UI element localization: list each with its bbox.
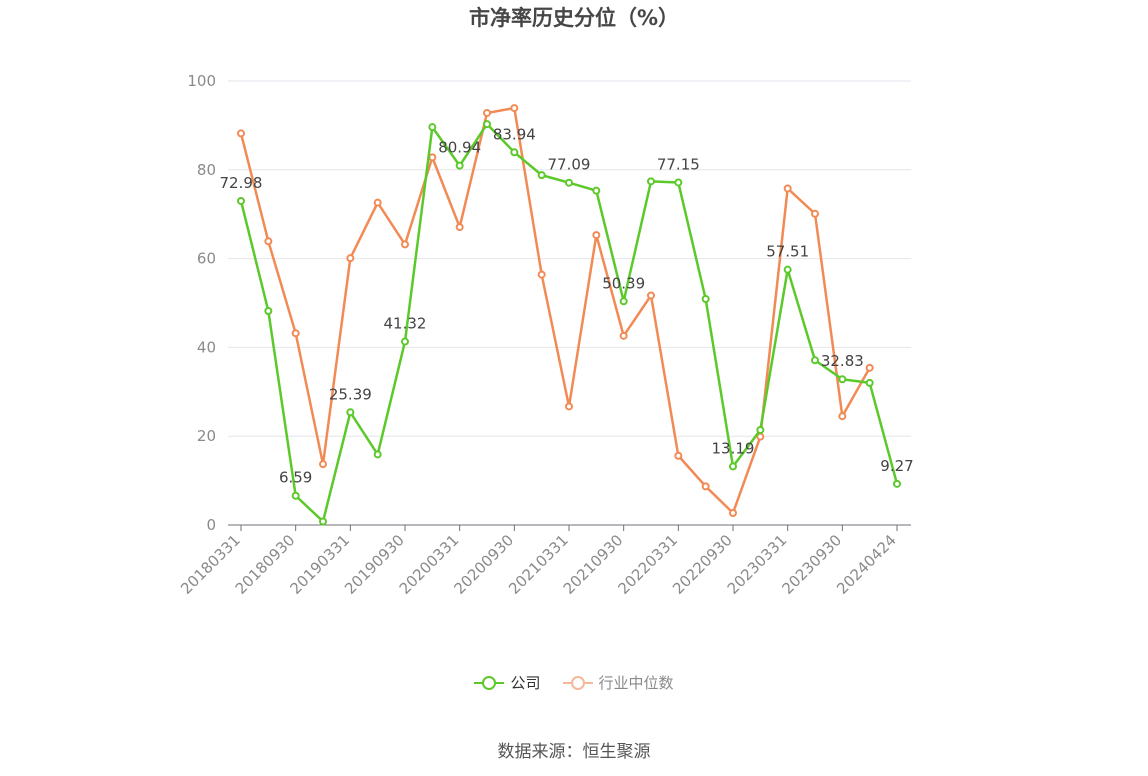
data-labels: 72.98 6.59 25.39 41.32 80.94 83.94 77.09 50.39 7… [220,125,914,486]
data-point [647,177,655,186]
axes [228,524,911,531]
grid-lines [228,80,911,437]
data-point [510,148,519,157]
y-tick-label: 0 [206,516,216,534]
data-point [537,171,546,180]
data-point [319,460,327,469]
data-point [455,223,464,232]
data-point [865,378,874,387]
data-point [811,209,819,218]
data-point [291,491,300,500]
data-point [783,265,792,274]
series-industry [237,104,874,518]
series-line [239,106,871,515]
legend: 公司 行业中位数 [0,672,1148,693]
y-tick-label: 20 [197,427,216,445]
data-point [483,108,491,117]
y-tick-label: 100 [187,72,216,90]
data-point [483,120,491,129]
data-point [428,153,437,162]
legend-company-label: 公司 [510,674,541,692]
data-point [401,240,409,249]
data-label: 6.59 [279,469,312,487]
data-point [346,408,355,417]
y-tick-label: 60 [197,250,216,268]
data-label: 77.15 [657,155,700,173]
legend-item-company[interactable]: 公司 [474,672,541,693]
data-point [811,356,819,365]
data-point [674,451,683,460]
data-source-note: 数据来源：恒生聚源 [497,742,651,762]
data-label: 32.83 [821,352,864,370]
series-layer [237,104,901,526]
data-label: 83.94 [493,125,536,143]
data-point [537,270,546,279]
data-point [674,178,683,187]
data-point [510,104,519,113]
data-point [401,337,409,346]
legend-industry-marker-icon [562,675,593,691]
data-label: 80.94 [438,139,481,157]
data-point [237,129,245,138]
data-point [428,123,437,132]
data-point [838,375,847,384]
data-label: 72.98 [220,174,263,192]
data-label: 9.27 [880,457,913,475]
legend-item-industry[interactable]: 行业中位数 [562,672,674,693]
data-label: 13.19 [712,439,755,457]
data-point [592,186,601,195]
data-point [291,329,300,338]
data-label: 41.32 [384,315,427,333]
x-tick-labels: 2018033120180930201903312019093020200331… [177,531,900,598]
data-point [373,198,382,207]
data-point [346,254,355,263]
data-point [701,482,710,491]
data-point [619,297,628,306]
data-point [838,412,847,421]
data-point [565,178,573,187]
data-point [264,306,273,315]
legend-industry-label: 行业中位数 [598,674,674,692]
data-point [319,517,327,526]
data-point [865,363,874,372]
data-point [455,161,464,170]
data-point [237,196,245,205]
data-point [619,331,628,340]
data-point [729,462,737,471]
chart-title: 市净率历史分位（%） [468,6,680,30]
data-point [565,402,573,411]
y-tick-label: 40 [197,338,216,356]
data-label: 77.09 [548,156,591,174]
data-point [701,295,710,304]
y-tick-labels: 0 20 40 60 80 100 [187,72,216,534]
data-point [756,425,765,434]
x-tick-label: 20240424 [833,531,900,598]
data-label: 25.39 [329,385,372,403]
data-point [264,237,273,246]
data-point [893,479,901,488]
data-label: 50.39 [602,274,645,292]
series-company [237,120,901,526]
data-point [373,450,382,459]
y-tick-label: 80 [197,161,216,179]
data-point [592,231,601,240]
data-point [783,184,792,193]
data-label: 57.51 [766,243,809,261]
data-point [647,291,655,300]
data-point [729,509,737,518]
legend-company-marker-icon [474,675,505,691]
